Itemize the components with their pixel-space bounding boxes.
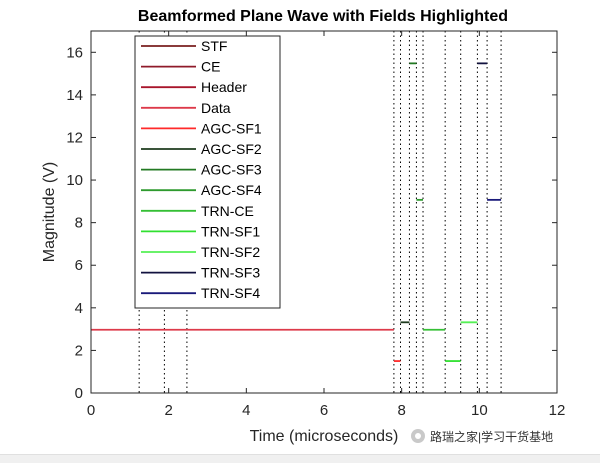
x-axis-label: Time (microseconds) [250,428,399,445]
legend-item-trn-ce: TRN-CE [141,203,254,219]
x-tick-label: 2 [164,402,172,419]
legend-label: AGC-SF2 [201,141,262,157]
x-tick-label: 4 [242,402,250,419]
legend-item-agc-sf2: AGC-SF2 [141,141,262,157]
chart-title: Beamformed Plane Wave with Fields Highli… [138,8,508,25]
series-lines [91,62,502,362]
x-tick-label: 12 [549,402,566,419]
field-boundary-lines [138,31,502,393]
legend-label: AGC-SF1 [201,120,262,136]
x-tick-label: 10 [471,402,488,419]
legend-item-trn-sf2: TRN-SF2 [141,244,260,260]
legend-label: STF [201,38,227,54]
legend-item-trn-sf4: TRN-SF4 [141,285,260,301]
x-tick-label: 0 [87,402,95,419]
legend: STF CE Header Data AGC-SF1 AGC-SF2 AGC-SF3 AGC-… [134,35,281,309]
watermark: 路瑞之家|学习干货基地 [403,425,589,447]
legend-item-agc-sf3: AGC-SF3 [141,162,262,178]
legend-label: AGC-SF3 [201,162,262,178]
legend-label: Data [201,100,231,116]
legend-label: TRN-SF3 [201,265,260,281]
y-axis-label: Magnitude (V) [41,162,58,263]
legend-label: TRN-CE [201,203,254,219]
legend-item-data: Data [141,100,231,116]
legend-label: TRN-SF1 [201,223,260,239]
y-tick-label: 16 [66,44,83,61]
watermark-text: 路瑞之家|学习干货基地 [430,429,553,444]
legend-label: AGC-SF4 [201,182,262,198]
legend-label: CE [201,59,220,75]
bottom-bar [0,454,600,463]
legend-box [134,35,281,309]
legend-item-agc-sf1: AGC-SF1 [141,120,262,136]
y-axis-ticks: 0 2 4 6 8 10 12 14 16 [66,44,557,402]
legend-item-header: Header [141,79,247,95]
y-tick-label: 10 [66,172,83,189]
x-tick-label: 6 [320,402,328,419]
x-tick-label: 8 [397,402,405,419]
y-tick-label: 12 [66,129,83,146]
legend-item-stf: STF [141,38,227,54]
legend-item-trn-sf1: TRN-SF1 [141,223,260,239]
legend-label: TRN-SF4 [201,285,260,301]
y-tick-label: 8 [75,215,83,232]
legend-item-trn-sf3: TRN-SF3 [141,265,260,281]
x-axis-ticks: 0 2 4 6 8 10 12 [87,31,566,419]
y-tick-label: 6 [75,257,83,274]
y-tick-label: 4 [75,300,83,317]
legend-label: TRN-SF2 [201,244,260,260]
y-tick-label: 0 [75,385,83,402]
y-tick-label: 14 [66,87,83,104]
legend-item-ce: CE [141,59,220,75]
legend-label: Header [201,79,247,95]
y-tick-label: 2 [75,342,83,359]
legend-item-agc-sf4: AGC-SF4 [141,182,262,198]
